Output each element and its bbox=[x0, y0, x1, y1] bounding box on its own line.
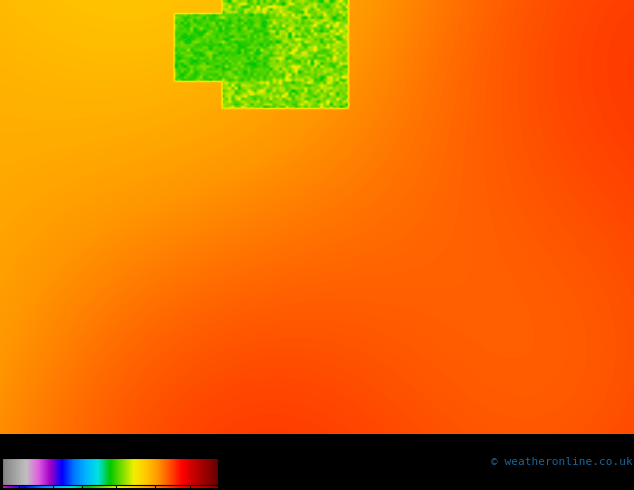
Text: © weatheronline.co.uk: © weatheronline.co.uk bbox=[491, 457, 633, 467]
Text: Temperature (2m) [°C] ECMWF: Temperature (2m) [°C] ECMWF bbox=[1, 451, 204, 464]
Text: Fr 21-06-2024 18:00 UTC (06+12): Fr 21-06-2024 18:00 UTC (06+12) bbox=[412, 439, 633, 452]
